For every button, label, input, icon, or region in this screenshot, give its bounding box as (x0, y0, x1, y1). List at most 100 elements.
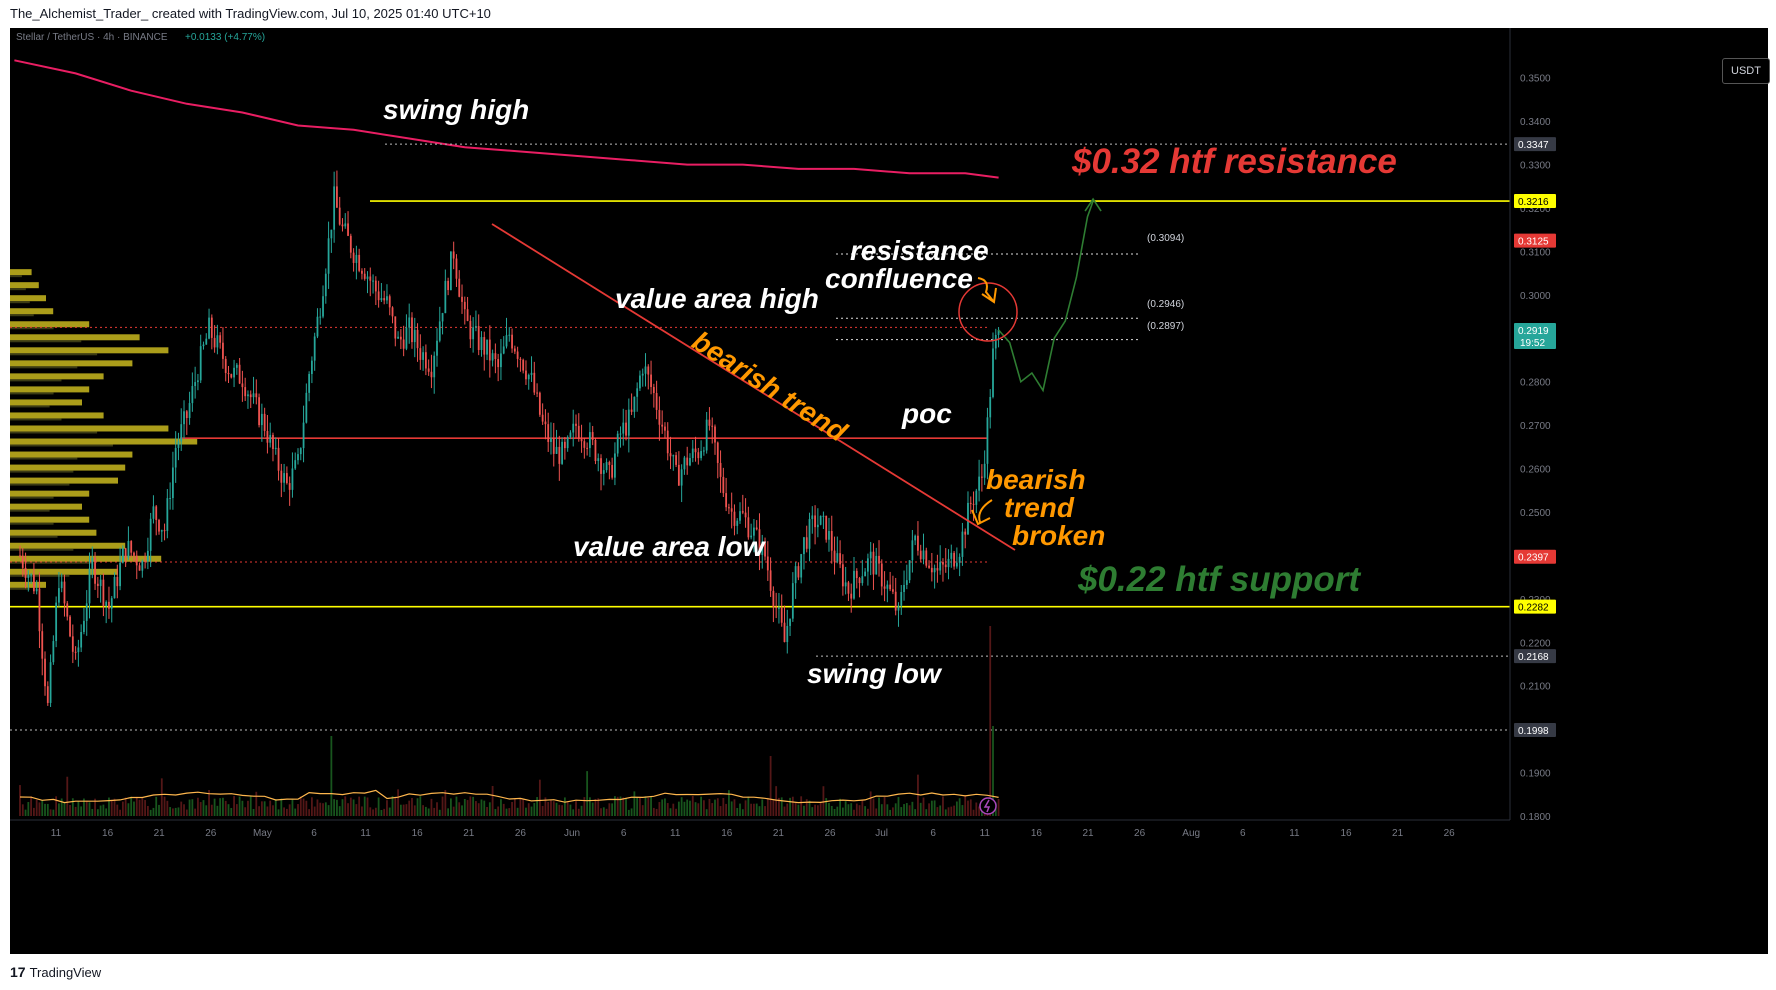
candle-body (800, 554, 803, 578)
candle-body (530, 372, 533, 375)
candle-body (319, 316, 322, 318)
volume-bar (77, 801, 80, 816)
volume-bar (383, 808, 386, 816)
price-tick-label: 0.2500 (1520, 508, 1551, 519)
candle-body (377, 291, 380, 301)
volume-bar (633, 791, 636, 816)
candle-body (291, 468, 294, 490)
annotation-htf-support: $0.22 htf support (1077, 560, 1361, 599)
candle-body (533, 372, 536, 393)
candle-body (672, 455, 675, 457)
candle-body (694, 448, 697, 453)
time-tick-label: 16 (721, 828, 733, 839)
volume-bar (967, 800, 969, 816)
volume-bar (575, 801, 577, 816)
candle-body (844, 582, 847, 587)
candle-body (919, 550, 922, 560)
volume-bar (697, 803, 700, 816)
candle-body (121, 548, 124, 563)
volume-bar (66, 776, 69, 816)
candle-body (177, 441, 180, 448)
candle-body (33, 574, 35, 592)
volume-profile-bar (10, 321, 90, 328)
candle-body (602, 470, 605, 474)
volume-bar (900, 807, 903, 816)
candle-body (847, 582, 850, 594)
candle-body (558, 446, 561, 464)
candle-body (511, 334, 513, 349)
candle-body (413, 329, 416, 343)
volume-bar (969, 799, 972, 816)
candle-body (397, 336, 399, 339)
candle-body (358, 254, 361, 271)
time-tick-label: 11 (670, 828, 681, 839)
volume-bar (483, 800, 486, 816)
volume-bar (836, 806, 839, 816)
volume-bar (336, 799, 338, 816)
candle-body (708, 419, 711, 426)
candle-body (233, 367, 235, 378)
candle-body (172, 467, 174, 499)
volume-bar (149, 809, 152, 816)
volume-bar (672, 803, 675, 816)
candle-body (905, 580, 908, 585)
volume-profile-bar (10, 477, 118, 484)
volume-bar (858, 805, 861, 816)
volume-bar (786, 803, 789, 816)
volume-bar (919, 802, 922, 816)
time-tick-label: Jun (564, 828, 580, 839)
candle-body (191, 386, 194, 404)
volume-bar (222, 797, 224, 816)
volume-bar (255, 791, 258, 816)
volume-bar (411, 797, 413, 816)
chart-area[interactable]: 0.3500 0.3400 0.3300 0.3200 0.3100 0.3000 0.29… (10, 28, 1770, 954)
volume-bar (252, 808, 255, 816)
candle-body (38, 588, 41, 632)
candle-body (964, 531, 967, 535)
candle-body (855, 570, 858, 579)
price-tick-label: 0.2600 (1520, 465, 1551, 476)
price-label-box (1514, 549, 1556, 564)
candle-body (600, 458, 602, 474)
currency-button[interactable]: USDT (1722, 58, 1770, 84)
candle-body (174, 447, 177, 468)
footer-brand[interactable]: TradingView (29, 964, 102, 980)
alert-icon (979, 797, 997, 815)
candle-body (702, 450, 705, 452)
candle-body (336, 186, 338, 208)
volume-bar (388, 807, 391, 816)
volume-bar (850, 803, 853, 816)
price-tick-label: 0.3000 (1520, 291, 1551, 302)
volume-bar (60, 798, 63, 816)
volume-bar (124, 797, 127, 816)
candle-body (794, 566, 797, 584)
candle-body (661, 424, 664, 427)
volume-bar (305, 800, 308, 816)
chart-svg[interactable]: 0.3500 0.3400 0.3300 0.3200 0.3100 0.3000 0.29… (10, 28, 1768, 954)
volume-bar (413, 805, 416, 816)
volume-bar (530, 806, 533, 816)
candle-body (639, 375, 641, 389)
candle-body (222, 342, 224, 359)
volume-bar (605, 808, 608, 816)
candle-body (138, 565, 141, 571)
volume-bar (908, 805, 911, 816)
volume-bar (950, 806, 953, 816)
candle-body (283, 473, 285, 483)
volume-bar (33, 807, 35, 816)
volume-bar (377, 797, 380, 816)
candle-body (411, 317, 413, 343)
candle-body (416, 329, 419, 349)
volume-bar (600, 808, 602, 816)
candle-body (686, 457, 689, 466)
candle-body (769, 570, 772, 591)
candle-body (967, 502, 969, 535)
volume-profile-bar (10, 451, 133, 458)
candle-body (589, 432, 591, 449)
candlesticks (19, 170, 1000, 707)
annotation-value-area-high: value area high (615, 283, 819, 314)
candle-body (144, 560, 146, 562)
price-label-box (1514, 723, 1556, 738)
fib-label-2: (0.2946) (1147, 299, 1184, 310)
volume-bar (49, 809, 52, 816)
